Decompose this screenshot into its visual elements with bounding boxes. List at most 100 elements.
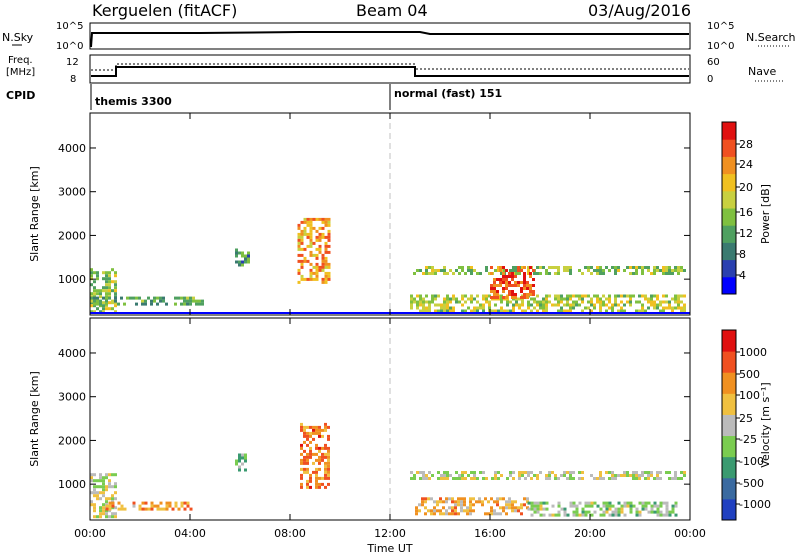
velocity-cell <box>602 504 606 508</box>
velocity-cell <box>502 497 505 501</box>
power-cell <box>514 293 517 296</box>
velocity-cell <box>581 471 584 474</box>
colorbar-swatch <box>722 414 736 437</box>
cpid-segment-1: themis 3300 <box>95 95 172 108</box>
nave-label: Nave <box>748 65 776 78</box>
power-cell <box>496 278 499 281</box>
power-cell <box>324 274 328 278</box>
power-cell <box>461 303 464 307</box>
power-cell <box>491 309 494 313</box>
power-cell <box>93 271 96 275</box>
power-cell <box>117 302 120 306</box>
velocity-cell <box>596 504 600 508</box>
power-cell <box>590 266 593 269</box>
power-cell <box>533 300 536 304</box>
velocity-cell <box>641 474 644 477</box>
power-cell <box>318 232 322 236</box>
power-cell <box>611 303 614 307</box>
power-cell <box>431 300 434 304</box>
power-cell <box>584 294 587 298</box>
velocity-cell <box>460 500 463 504</box>
velocity-cell <box>623 513 627 517</box>
power-cell <box>485 269 488 272</box>
power-cell <box>428 266 431 269</box>
velocity-cell <box>138 507 142 511</box>
velocity-cell <box>244 459 247 463</box>
power-cell <box>527 306 530 310</box>
velocity-cell <box>451 512 454 516</box>
velocity-cell <box>524 471 527 474</box>
freq-tick-bottom: 8 <box>70 74 76 85</box>
power-cell <box>300 277 304 281</box>
velocity-cell <box>327 461 330 465</box>
power-cell <box>521 300 524 304</box>
velocity-cell <box>446 477 449 480</box>
colorbar-swatch <box>722 477 736 500</box>
power-cell <box>300 259 304 263</box>
velocity-cell <box>668 477 671 480</box>
velocity-cell <box>523 497 526 501</box>
power-cell <box>114 299 117 303</box>
velocity-cell <box>620 507 624 511</box>
power-cell <box>309 244 313 248</box>
velocity-cell <box>521 474 524 477</box>
velocity-cell <box>156 507 160 511</box>
power-cell <box>114 274 117 278</box>
velocity-cell <box>650 474 653 477</box>
velocity-cell <box>90 500 93 504</box>
power-cell <box>529 287 532 290</box>
velocity-cell <box>572 471 575 474</box>
power-cell <box>641 266 644 269</box>
power-cell <box>599 297 602 301</box>
power-cell <box>566 297 569 301</box>
velocity-cell <box>632 471 635 474</box>
velocity-cell <box>469 503 472 507</box>
power-cell <box>318 247 322 251</box>
velocity-cell <box>629 504 633 508</box>
power-cell <box>502 290 505 293</box>
velocity-cell <box>511 509 514 513</box>
power-cell <box>327 262 331 266</box>
power-cell <box>306 220 310 224</box>
power-cell <box>560 294 563 298</box>
velocity-cell <box>327 434 330 438</box>
velocity-cell <box>466 506 469 510</box>
power-cell <box>488 294 491 298</box>
power-cell <box>135 302 138 306</box>
power-cell <box>490 272 493 275</box>
velocity-cell <box>458 477 461 480</box>
velocity-cell <box>439 512 442 516</box>
power-cell <box>312 217 316 221</box>
velocity-cell <box>238 465 241 469</box>
velocity-cell <box>180 504 184 508</box>
power-cell <box>650 272 653 275</box>
power-cell <box>514 275 517 278</box>
velocity-cell <box>448 506 451 510</box>
velocity-cell <box>436 503 439 507</box>
velocity-cell <box>102 488 105 492</box>
velocity-cell <box>318 458 321 462</box>
power-cell <box>470 272 473 275</box>
velocity-cell <box>590 513 594 517</box>
power-cell <box>623 269 626 272</box>
power-cell <box>650 297 653 301</box>
power-cell <box>461 269 464 272</box>
power-cell <box>569 269 572 272</box>
power-cell <box>551 266 554 269</box>
velocity-cell <box>321 428 324 432</box>
velocity-cell <box>454 512 457 516</box>
velocity-cell <box>608 477 611 480</box>
power-cell <box>536 294 539 298</box>
velocity-cell <box>440 474 443 477</box>
power-cell <box>303 256 307 260</box>
velocity-cell <box>620 510 624 514</box>
power-cell <box>518 306 521 310</box>
power-cell <box>186 296 189 300</box>
velocity-cell <box>418 503 421 507</box>
power-cell <box>560 300 563 304</box>
power-cell <box>581 294 584 298</box>
power-cell <box>599 306 602 310</box>
power-cell <box>521 266 524 269</box>
velocity-cell <box>605 507 609 511</box>
power-cell <box>102 296 105 300</box>
